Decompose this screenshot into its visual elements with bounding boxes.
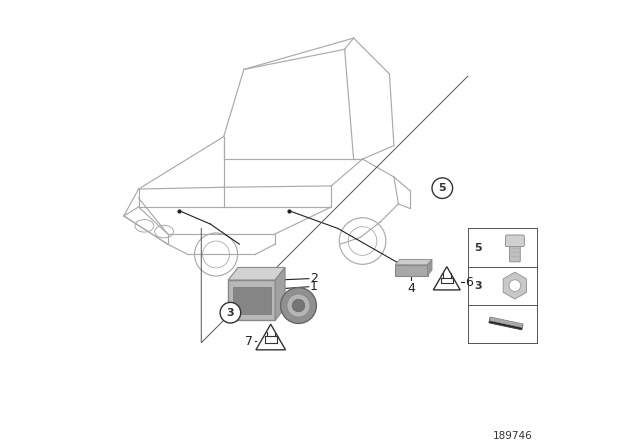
Polygon shape	[428, 259, 432, 276]
FancyBboxPatch shape	[506, 235, 524, 246]
Text: 3: 3	[227, 308, 234, 318]
Text: 4: 4	[408, 282, 415, 295]
Text: 189746: 189746	[493, 431, 533, 441]
FancyBboxPatch shape	[233, 287, 271, 314]
Polygon shape	[396, 259, 432, 265]
Text: 1: 1	[310, 280, 318, 293]
Polygon shape	[228, 267, 285, 280]
Circle shape	[509, 280, 521, 292]
Circle shape	[292, 299, 305, 312]
Circle shape	[432, 178, 452, 198]
Polygon shape	[275, 267, 285, 320]
Circle shape	[287, 294, 310, 317]
FancyBboxPatch shape	[396, 265, 428, 276]
Text: 2: 2	[310, 272, 318, 285]
Polygon shape	[489, 318, 523, 330]
Circle shape	[280, 288, 316, 323]
FancyBboxPatch shape	[228, 280, 275, 320]
Polygon shape	[490, 317, 523, 327]
Circle shape	[220, 302, 241, 323]
Text: 5: 5	[438, 183, 446, 193]
Text: 3: 3	[474, 280, 481, 291]
Text: 7: 7	[245, 335, 253, 348]
Text: 5: 5	[474, 242, 481, 253]
FancyBboxPatch shape	[509, 245, 520, 262]
Text: 6: 6	[466, 276, 474, 289]
